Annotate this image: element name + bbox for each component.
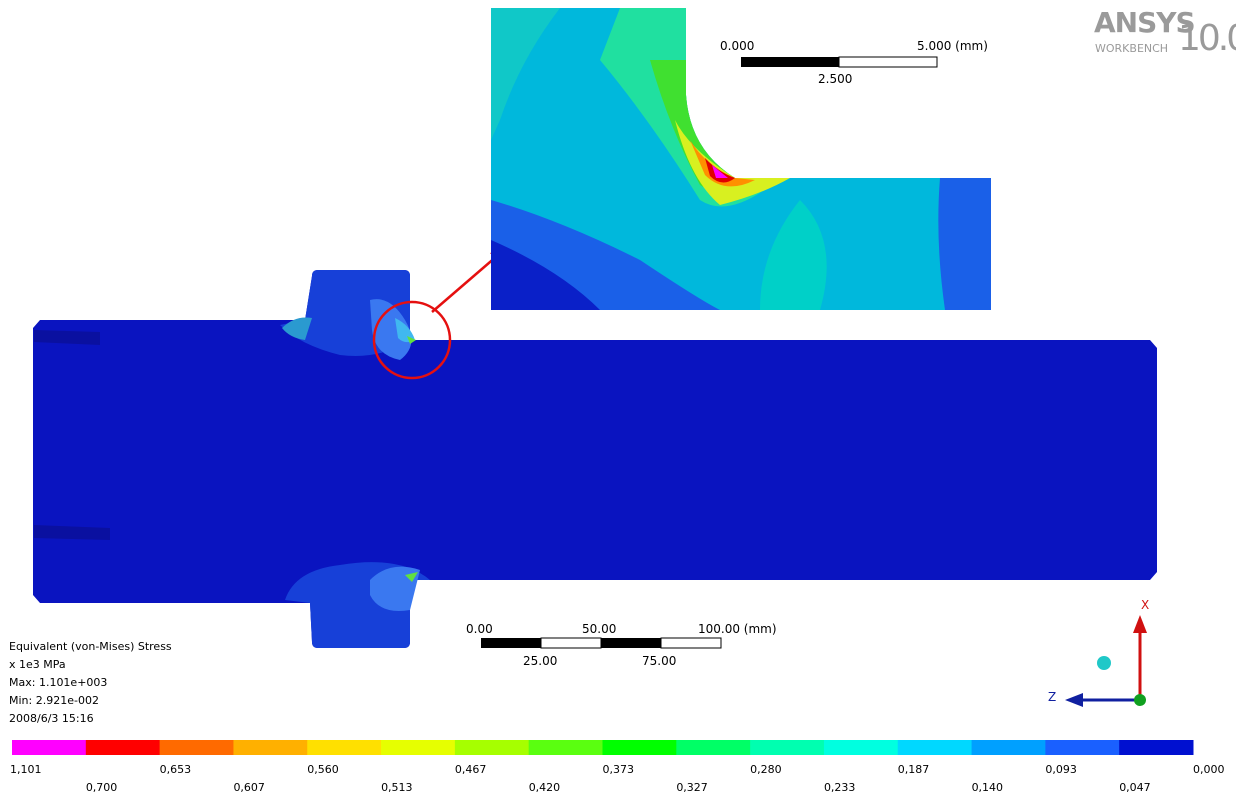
legend-label: 0,420	[529, 781, 561, 794]
legend-label: 0,513	[381, 781, 413, 794]
model	[33, 270, 1157, 648]
legend-label: 0,467	[455, 763, 487, 776]
legend-band	[86, 740, 160, 755]
logo-version: 10.0	[1178, 18, 1236, 59]
legend-label: 0,373	[603, 763, 635, 776]
scale-label: 5.000 (mm)	[917, 39, 988, 53]
legend-label: 0,047	[1119, 781, 1151, 794]
legend-band	[529, 740, 603, 755]
result-units: x 1e3 MPa	[9, 658, 66, 671]
color-legend: 1,101 0,700 0,653 0,607 0,560 0,513 0,467 0,420…	[10, 740, 1225, 794]
result-date: 2008/6/3 15:16	[9, 712, 94, 725]
legend-band	[381, 740, 455, 755]
legend-band	[603, 740, 677, 755]
legend-label: 0,560	[307, 763, 339, 776]
legend-band	[898, 740, 972, 755]
legend-band	[307, 740, 381, 755]
viewport: ANSYS 10.0 WORKBENCH 0.000 5.000 (	[0, 0, 1236, 794]
scale-label: 25.00	[523, 654, 557, 668]
scale-label: 0.000	[720, 39, 754, 53]
result-max: Max: 1.101e+003	[9, 676, 107, 689]
axis-label: X	[1141, 598, 1149, 612]
scale-label: 100.00 (mm)	[698, 622, 777, 636]
scale-segment	[839, 57, 937, 67]
legend-band	[824, 740, 898, 755]
legend-band	[676, 740, 750, 755]
legend-label: 1,101	[10, 763, 42, 776]
legend-band	[233, 740, 307, 755]
scale-label: 75.00	[642, 654, 676, 668]
scale-segment	[481, 638, 541, 648]
scale-label: 50.00	[582, 622, 616, 636]
zoom-inset	[491, 8, 991, 310]
legend-label: 0,140	[972, 781, 1004, 794]
triad	[1065, 615, 1147, 707]
legend-band	[12, 740, 86, 755]
legend-label: 0,653	[160, 763, 192, 776]
scale-segment	[661, 638, 721, 648]
legend-band	[972, 740, 1046, 755]
legend-label: 0,233	[824, 781, 856, 794]
legend-label: 0,093	[1045, 763, 1077, 776]
legend-band	[750, 740, 824, 755]
result-min: Min: 2.921e-002	[9, 694, 99, 707]
scale-segment	[741, 57, 839, 67]
legend-label: 0,327	[676, 781, 708, 794]
legend-band	[455, 740, 529, 755]
legend-label: 0,187	[898, 763, 930, 776]
scale-segment	[601, 638, 661, 648]
legend-label: 0,607	[233, 781, 265, 794]
logo-product: WORKBENCH	[1095, 42, 1168, 55]
axis-label: Z	[1048, 690, 1056, 704]
result-title: Equivalent (von-Mises) Stress	[9, 640, 172, 653]
legend-label: 0,000	[1193, 763, 1225, 776]
legend-band	[1045, 740, 1119, 755]
scale-label: 0.00	[466, 622, 493, 636]
scale-segment	[541, 638, 601, 648]
legend-band	[1119, 740, 1193, 755]
legend-label: 0,700	[86, 781, 118, 794]
legend-label: 0,280	[750, 763, 782, 776]
legend-band	[160, 740, 234, 755]
callout-arrow	[432, 256, 497, 312]
scale-label: 2.500	[818, 72, 852, 86]
